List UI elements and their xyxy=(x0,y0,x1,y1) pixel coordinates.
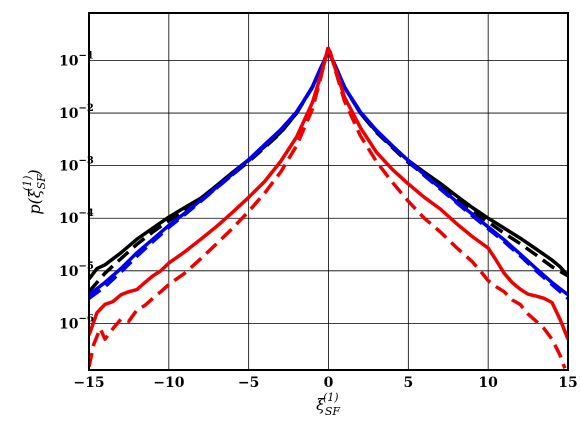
y-tick-label: 10−6 xyxy=(59,313,94,332)
x-tick-label: −10 xyxy=(153,375,184,391)
x-tick-label: 15 xyxy=(558,375,577,391)
y-tick-labels: 10−6 10−5 10−4 10−3 10−2 10−1 xyxy=(59,50,94,332)
series-group xyxy=(89,44,568,369)
x-tick-label: 10 xyxy=(478,375,498,391)
y-axis-label: p(ξSF(1)) xyxy=(21,169,48,214)
series-line-6 xyxy=(89,44,567,369)
y-tick-label: 10−2 xyxy=(59,103,94,122)
grid xyxy=(88,13,569,370)
y-tick-label: 10−4 xyxy=(59,208,94,227)
x-tick-label: −15 xyxy=(73,375,104,391)
y-tick-label: 10−5 xyxy=(59,261,94,280)
x-tick-label: 5 xyxy=(403,375,413,391)
x-tick-labels: −15 −10 −5 0 5 10 15 xyxy=(73,375,577,391)
x-tick-label: −5 xyxy=(238,375,259,391)
y-tick-label: 10−1 xyxy=(59,50,94,69)
x-tick-label: 0 xyxy=(324,375,334,391)
plot-frame xyxy=(88,12,569,371)
x-axis-label: ξSF(1) xyxy=(316,391,340,418)
y-tick-label: 10−3 xyxy=(59,156,94,175)
